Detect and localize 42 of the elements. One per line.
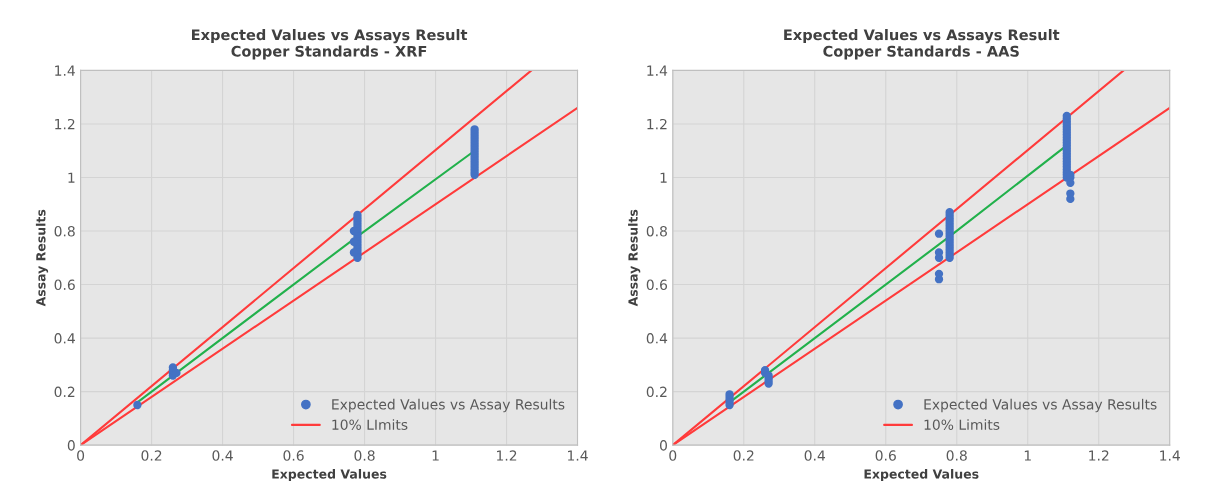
legend-label: Expected Values vs Assay Results bbox=[332, 398, 565, 413]
x-tick-label: 1 bbox=[432, 450, 439, 461]
y-tick-label: 0 bbox=[659, 440, 667, 451]
x-tick-label: 0.2 bbox=[733, 450, 754, 461]
x-tick-label: 1 bbox=[1024, 450, 1031, 461]
y-tick-label: 1.4 bbox=[647, 65, 668, 76]
legend-label: 10% LImits bbox=[332, 419, 408, 430]
x-tick-label: 1.2 bbox=[1089, 450, 1109, 461]
x-tick-label: 0.6 bbox=[875, 450, 896, 461]
y-tick-label: 1 bbox=[660, 172, 667, 183]
y-tick-label: 0.8 bbox=[646, 225, 667, 237]
y-tick-label: 0.4 bbox=[54, 333, 75, 344]
y-tick-label: 1.2 bbox=[647, 118, 667, 130]
y-tick-label: 0.4 bbox=[646, 333, 668, 344]
x-tick-label: 0.2 bbox=[141, 450, 162, 461]
x-tick-label: 1.4 bbox=[1160, 450, 1180, 461]
y-tick-label: 0.6 bbox=[646, 279, 668, 291]
y-tick-label: 1.2 bbox=[55, 118, 75, 130]
x-tick-label: 0.4 bbox=[804, 450, 826, 461]
y-tick-label: 0.8 bbox=[54, 225, 75, 237]
y-tick-label: 0 bbox=[67, 440, 75, 451]
x-tick-label: 0.8 bbox=[354, 450, 375, 461]
x-tick-label: 0.8 bbox=[946, 450, 967, 461]
y-tick-label: 1 bbox=[68, 172, 75, 183]
legend-label: Expected Values vs Assay Results bbox=[924, 398, 1157, 413]
x-tick-label: 0 bbox=[77, 450, 85, 461]
y-tick-label: 0.2 bbox=[646, 386, 667, 398]
legend-label: 10% Limits bbox=[924, 419, 1000, 430]
y-tick-label: 0.2 bbox=[54, 386, 75, 398]
x-axis-title: Expected Values bbox=[272, 469, 387, 482]
chart-title: Expected Values vs Assays Result Copper Standards - AAS bbox=[784, 29, 1060, 60]
x-tick-label: 1.2 bbox=[497, 450, 517, 461]
y-tick-label: 1.4 bbox=[55, 65, 75, 76]
x-tick-label: 0.6 bbox=[283, 450, 304, 461]
chart-title: Expected Values vs Assays Result Copper Standards - XRF bbox=[192, 29, 468, 60]
y-axis-title: Assay Results bbox=[35, 209, 49, 307]
y-axis-title: Assay Results bbox=[628, 209, 641, 307]
x-tick-label: 0.4 bbox=[212, 450, 233, 461]
x-tick-label: 0 bbox=[669, 450, 677, 461]
x-axis-title: Expected Values bbox=[864, 469, 979, 482]
x-tick-label: 1.4 bbox=[568, 450, 588, 461]
y-tick-label: 0.6 bbox=[54, 279, 75, 291]
